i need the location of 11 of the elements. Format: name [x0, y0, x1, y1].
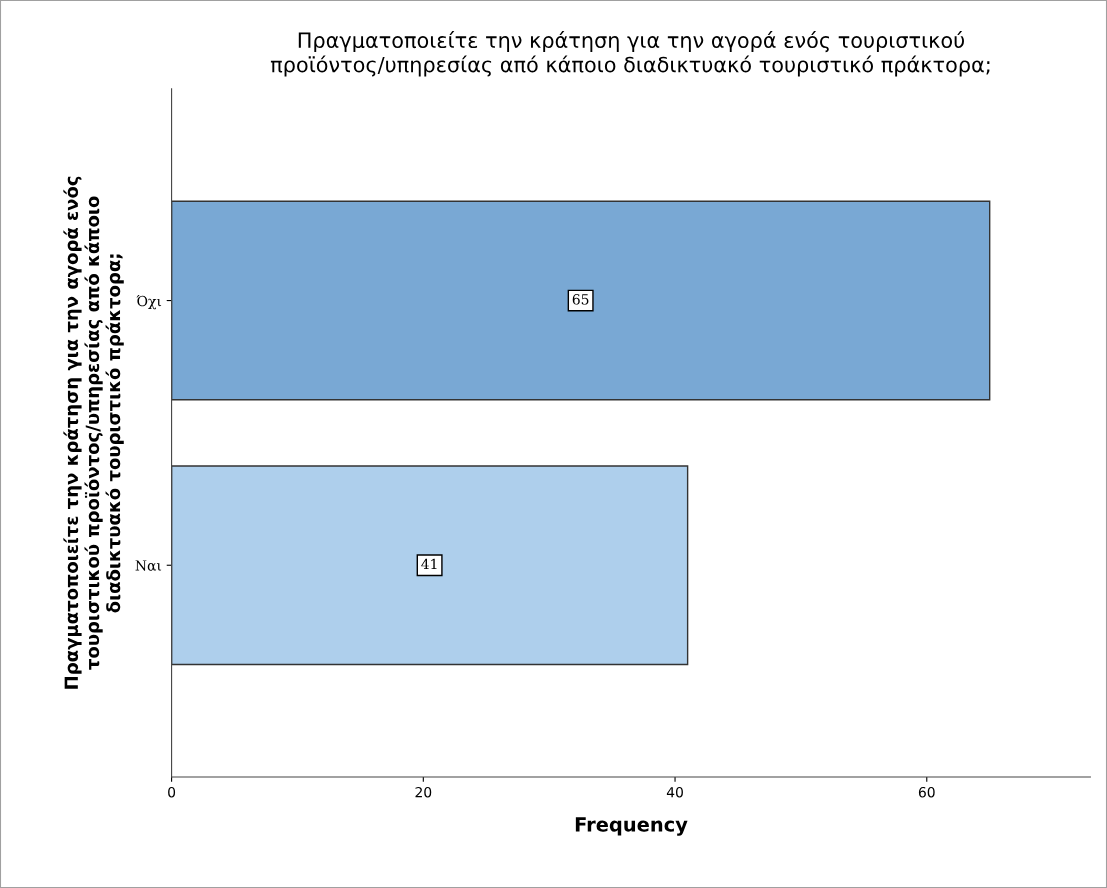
y-tick-label: Ναι	[135, 560, 162, 571]
data-label: 41	[421, 558, 437, 570]
x-tick-label: 0	[168, 786, 176, 798]
data-label: 65	[572, 294, 589, 305]
x-tick-label: 60	[918, 786, 935, 798]
chart-title: Πραγματοποιείτε την κράτηση για την αγορά ενός τουριστικού προϊόντος/υπηρεσίας από κάποιο διαδικτυακό τουριστικό πράκτορα;	[270, 31, 990, 77]
y-axis-title: Πραγματοποιείτε την κράτηση για την αγορά ενός τουριστικού προϊόντος/υπηρεσίας από κάποιο διαδικτυακό τουριστικό πράκτορα;	[63, 176, 124, 689]
x-axis-title: Frequency	[575, 817, 688, 836]
x-tick-label: 40	[666, 786, 683, 798]
y-tick-label: Όχι	[136, 295, 162, 310]
x-tick-label: 20	[415, 786, 432, 798]
